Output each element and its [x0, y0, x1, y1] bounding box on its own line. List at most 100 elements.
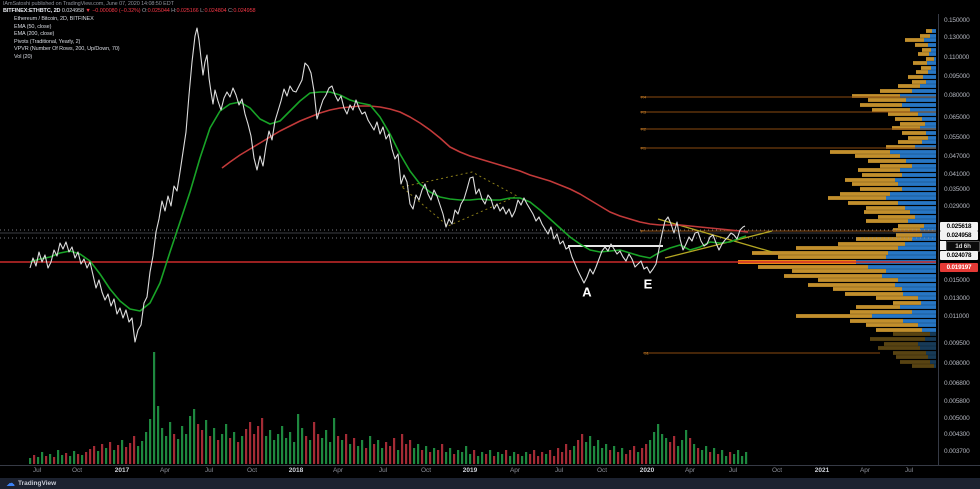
time-axis-label[interactable]: Apr	[332, 467, 344, 474]
volume-bar	[613, 446, 616, 464]
price-axis-tick[interactable]: 0.035000	[944, 185, 970, 193]
time-axis-label[interactable]: 2017	[114, 467, 130, 474]
vpvr-up-volume-bar	[882, 274, 936, 278]
time-axis-label[interactable]: Jul	[204, 467, 214, 474]
price-axis-tick[interactable]: 0.006800	[944, 379, 970, 387]
tradingview-brand-text[interactable]: TradingView	[18, 480, 57, 487]
price-axis-tick[interactable]: 0.041000	[944, 170, 970, 178]
price-axis-tick[interactable]: 0.047000	[944, 152, 970, 160]
vpvr-up-volume-bar	[908, 219, 936, 223]
vpvr-up-volume-bar	[890, 192, 936, 196]
volume-bar	[721, 450, 724, 464]
price-axis-tick[interactable]: 0.065000	[944, 113, 970, 121]
price-axis-tick[interactable]: 0.095000	[944, 72, 970, 80]
vpvr-down-volume-bar	[915, 43, 928, 47]
price-axis-tick[interactable]: 0.011000	[944, 312, 970, 320]
vpvr-up-volume-bar	[902, 287, 936, 291]
time-axis-label[interactable]: Jul	[904, 467, 914, 474]
vpvr-up-volume-bar	[886, 269, 936, 273]
vpvr-down-volume-bar	[778, 255, 886, 259]
price-axis[interactable]: 0.150000 0.130000 0.110000 0.095000 0.080000…	[938, 0, 980, 465]
time-axis[interactable]: Jul Oct 2017 Apr Jul Oct 2018 Apr Jul Oct 2019 Apr J…	[0, 466, 980, 478]
vpvr-down-volume-bar	[893, 301, 921, 305]
time-axis-label[interactable]: 2019	[462, 467, 478, 474]
published-line: IAmSatoshi published on TradingView.com,…	[3, 1, 174, 7]
bar-countdown-label: 1d 6h	[946, 240, 980, 252]
time-axis-label[interactable]: Oct	[420, 467, 432, 474]
legend-indicator-2[interactable]: Pivots (Traditional, Yearly, 2)	[14, 38, 81, 45]
legend-indicator-0[interactable]: EMA (50, close)	[14, 23, 52, 30]
volume-bar	[649, 440, 652, 464]
vpvr-up-volume-bar	[906, 98, 936, 102]
volume-bar	[577, 440, 580, 464]
volume-bar	[597, 440, 600, 464]
time-axis-label[interactable]: Apr	[159, 467, 171, 474]
time-axis-label[interactable]: Oct	[771, 467, 783, 474]
price-axis-tick[interactable]: 0.003700	[944, 447, 970, 455]
volume-bar	[345, 434, 348, 464]
vpvr-down-volume-bar	[898, 84, 920, 88]
time-axis-label[interactable]: Apr	[509, 467, 521, 474]
close-value: 0.024958	[233, 7, 256, 14]
price-axis-tick[interactable]: 0.009500	[944, 339, 970, 347]
vpvr-down-volume-bar	[878, 215, 915, 219]
vpvr-up-volume-bar	[903, 319, 936, 323]
price-axis-tick[interactable]: 0.130000	[944, 33, 970, 41]
volume-bar	[673, 436, 676, 464]
volume-bar	[385, 442, 388, 464]
price-axis-tick[interactable]: 0.008000	[944, 359, 970, 367]
vpvr-up-volume-bar	[918, 112, 936, 116]
legend-symbol-title[interactable]: Ethereum / Bitcoin, 2D, BITFINEX	[14, 16, 94, 22]
price-axis-tick[interactable]: 0.080000	[944, 91, 970, 99]
volume-bar	[645, 444, 648, 464]
volume-bar	[213, 428, 216, 464]
volume-bar	[405, 444, 408, 464]
price-axis-tick[interactable]: 0.005000	[944, 414, 970, 422]
time-axis-label[interactable]: Jul	[554, 467, 564, 474]
price-axis-tick[interactable]: 0.013000	[944, 294, 970, 302]
vpvr-down-volume-bar	[840, 192, 890, 196]
time-axis-label[interactable]: 2020	[639, 467, 655, 474]
price-axis-tick[interactable]: 0.110000	[944, 53, 970, 61]
volume-bar	[169, 422, 172, 464]
volume-bar	[97, 451, 100, 464]
time-axis-label[interactable]: 2018	[288, 467, 304, 474]
time-axis-label[interactable]: Jul	[32, 467, 42, 474]
tradingview-logo-icon[interactable]: ☁	[6, 478, 15, 488]
time-axis-label[interactable]: Apr	[684, 467, 696, 474]
volume-bar	[621, 448, 624, 464]
volume-bar	[305, 436, 308, 464]
time-axis-label[interactable]: Oct	[596, 467, 608, 474]
price-axis-tick[interactable]: 0.015000	[944, 276, 970, 284]
vpvr-up-volume-bar	[868, 265, 936, 269]
price-axis-tick[interactable]: 0.150000	[944, 16, 970, 24]
vpvr-up-volume-bar	[898, 201, 936, 205]
time-axis-label[interactable]: Oct	[71, 467, 83, 474]
vpvr-up-volume-bar	[925, 337, 936, 341]
time-axis-label[interactable]: Apr	[859, 467, 871, 474]
legend-indicator-3[interactable]: VPVR (Number Of Rows, 200, Up/Down, 70)	[14, 46, 120, 53]
legend-indicator-4[interactable]: Vol (20)	[14, 53, 33, 60]
volume-bar	[733, 454, 736, 464]
volume-bar	[205, 420, 208, 464]
volume-bar	[529, 454, 532, 464]
time-axis-label[interactable]: Jul	[728, 467, 738, 474]
volume-bar	[565, 444, 568, 464]
price-axis-tick[interactable]: 0.005800	[944, 397, 970, 405]
time-axis-label[interactable]: Oct	[246, 467, 258, 474]
volume-bar	[321, 438, 324, 464]
volume-bar	[553, 456, 556, 464]
volume-bar	[193, 409, 196, 464]
volume-bar	[333, 418, 336, 464]
vpvr-down-volume-bar	[908, 136, 928, 140]
volume-bar	[109, 442, 112, 464]
price-axis-tick[interactable]: 0.055000	[944, 133, 970, 141]
vpvr-down-volume-bar	[866, 206, 905, 210]
price-axis-tick[interactable]: 0.004300	[944, 430, 970, 438]
volume-bar	[137, 446, 140, 464]
price-axis-tick[interactable]: 0.029000	[944, 202, 970, 210]
time-axis-label[interactable]: 2021	[814, 467, 830, 474]
time-axis-label[interactable]: Jul	[378, 467, 388, 474]
legend-indicator-1[interactable]: EMA (200, close)	[14, 31, 55, 38]
